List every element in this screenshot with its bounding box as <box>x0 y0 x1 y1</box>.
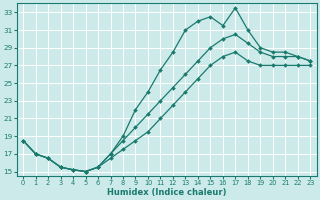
X-axis label: Humidex (Indice chaleur): Humidex (Indice chaleur) <box>107 188 227 197</box>
